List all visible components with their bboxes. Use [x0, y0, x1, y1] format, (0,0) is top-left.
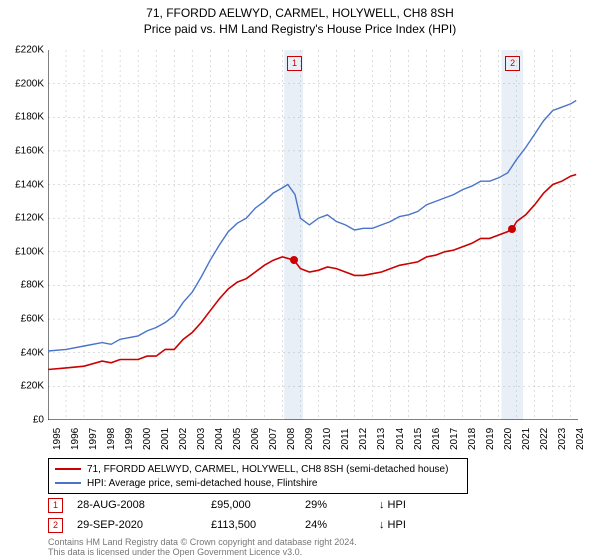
y-tick-label: £180K: [0, 112, 44, 123]
x-tick-label: 2020: [503, 428, 514, 450]
y-tick-label: £0: [0, 415, 44, 426]
y-tick-label: £160K: [0, 145, 44, 156]
x-tick-label: 2014: [395, 428, 406, 450]
x-tick-label: 2024: [575, 428, 586, 450]
x-tick-label: 2003: [196, 428, 207, 450]
x-tick-label: 2019: [485, 428, 496, 450]
x-tick-label: 2004: [214, 428, 225, 450]
sale-date: 29-SEP-2020: [77, 519, 197, 531]
legend-swatch-1: [55, 468, 81, 470]
sale-arrow-icon: ↓ HPI: [379, 499, 406, 511]
event-marker: 1: [287, 56, 302, 71]
x-tick-label: 1996: [70, 428, 81, 450]
x-tick-label: 2022: [539, 428, 550, 450]
sale-marker: 2: [48, 518, 63, 533]
sale-pct: 24%: [305, 519, 365, 531]
chart-container: 71, FFORDD AELWYD, CARMEL, HOLYWELL, CH8…: [0, 0, 600, 560]
x-tick-label: 1999: [124, 428, 135, 450]
y-tick-label: £220K: [0, 45, 44, 56]
title-block: 71, FFORDD AELWYD, CARMEL, HOLYWELL, CH8…: [0, 0, 600, 36]
x-tick-label: 2008: [286, 428, 297, 450]
x-tick-label: 1995: [52, 428, 63, 450]
event-marker: 2: [505, 56, 520, 71]
sale-marker: 1: [48, 498, 63, 513]
legend-row-1: 71, FFORDD AELWYD, CARMEL, HOLYWELL, CH8…: [55, 462, 461, 476]
y-tick-label: £200K: [0, 78, 44, 89]
legend-box: 71, FFORDD AELWYD, CARMEL, HOLYWELL, CH8…: [48, 458, 468, 494]
y-tick-label: £40K: [0, 347, 44, 358]
chart-title-address: 71, FFORDD AELWYD, CARMEL, HOLYWELL, CH8…: [0, 6, 600, 20]
x-tick-label: 2011: [340, 428, 351, 450]
x-tick-label: 2016: [431, 428, 442, 450]
x-tick-label: 2018: [467, 428, 478, 450]
sale-rows: 1 28-AUG-2008 £95,000 29% ↓ HPI 2 29-SEP-2020 £…: [48, 495, 568, 535]
footer-line-2: This data is licensed under the Open Gov…: [48, 548, 357, 558]
chart-subtitle: Price paid vs. HM Land Registry's House …: [0, 22, 600, 36]
sale-price: £113,500: [211, 519, 291, 531]
y-tick-label: £80K: [0, 280, 44, 291]
x-tick-label: 2021: [521, 428, 532, 450]
x-tick-label: 2009: [304, 428, 315, 450]
y-tick-label: £140K: [0, 179, 44, 190]
sale-dot: [508, 225, 516, 233]
x-tick-label: 1997: [88, 428, 99, 450]
sale-row: 1 28-AUG-2008 £95,000 29% ↓ HPI: [48, 495, 568, 515]
x-tick-label: 2012: [358, 428, 369, 450]
x-tick-label: 2015: [413, 428, 424, 450]
x-tick-label: 2002: [178, 428, 189, 450]
legend-label-2: HPI: Average price, semi-detached house,…: [87, 478, 318, 489]
legend-label-1: 71, FFORDD AELWYD, CARMEL, HOLYWELL, CH8…: [87, 464, 448, 475]
x-tick-label: 2017: [449, 428, 460, 450]
sale-row: 2 29-SEP-2020 £113,500 24% ↓ HPI: [48, 515, 568, 535]
x-tick-label: 2007: [268, 428, 279, 450]
y-tick-label: £60K: [0, 314, 44, 325]
x-tick-label: 2001: [160, 428, 171, 450]
sale-price: £95,000: [211, 499, 291, 511]
sale-dot: [290, 256, 298, 264]
y-tick-label: £120K: [0, 213, 44, 224]
footer-attribution: Contains HM Land Registry data © Crown c…: [48, 538, 357, 558]
x-tick-label: 2023: [557, 428, 568, 450]
y-tick-label: £20K: [0, 381, 44, 392]
chart-plot-area: [48, 50, 578, 420]
x-tick-label: 2000: [142, 428, 153, 450]
x-tick-label: 2006: [250, 428, 261, 450]
chart-svg: [48, 50, 578, 420]
sale-arrow-icon: ↓ HPI: [379, 519, 406, 531]
sale-date: 28-AUG-2008: [77, 499, 197, 511]
legend-swatch-2: [55, 482, 81, 484]
x-tick-label: 2010: [322, 428, 333, 450]
sale-pct: 29%: [305, 499, 365, 511]
x-tick-label: 1998: [106, 428, 117, 450]
x-tick-label: 2005: [232, 428, 243, 450]
legend-row-2: HPI: Average price, semi-detached house,…: [55, 476, 461, 490]
y-tick-label: £100K: [0, 246, 44, 257]
x-tick-label: 2013: [376, 428, 387, 450]
